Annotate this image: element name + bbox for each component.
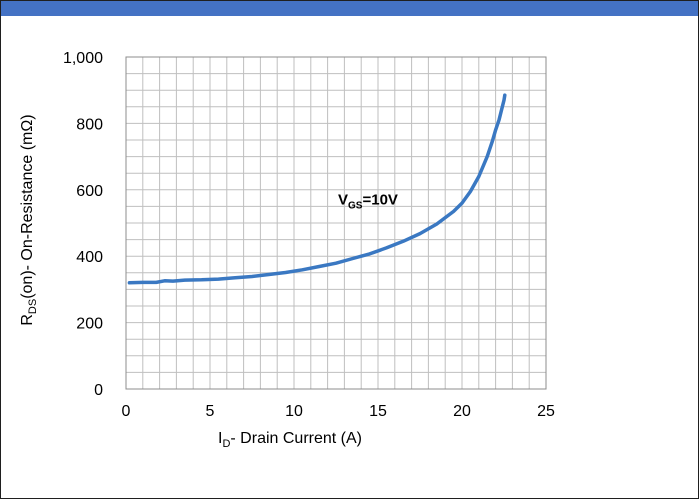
y-tick-label: 800 — [76, 116, 103, 133]
grid-layer — [125, 56, 547, 390]
plot-border — [125, 56, 547, 390]
x-axis-title: ID- Drain Current (A) — [218, 430, 362, 450]
y-tick-label: 200 — [76, 316, 103, 333]
y-tick-label: 600 — [76, 183, 103, 200]
y-axis-title-rest: (on)- On-Resistance (mΩ) — [19, 114, 36, 298]
y-axis-title-main: R — [19, 314, 36, 326]
x-axis-title-rest: - Drain Current (A) — [230, 430, 362, 447]
x-axis-title-main: I — [218, 430, 222, 447]
annotation-sub: GS — [348, 201, 363, 212]
plot-area-border — [125, 56, 547, 390]
x-tick-label: 10 — [285, 403, 303, 420]
x-tick-label: 15 — [369, 403, 387, 420]
x-axis-title-sub: D — [222, 438, 230, 450]
y-tick-label: 400 — [76, 249, 103, 266]
y-tick-label: 0 — [94, 382, 103, 399]
x-tick-labels: 0 5 10 15 20 25 — [122, 403, 555, 420]
x-tick-label: 5 — [206, 403, 215, 420]
y-tick-labels: 0 200 400 600 800 1,000 — [63, 50, 103, 399]
header-bar — [0, 0, 699, 16]
x-tick-label: 20 — [453, 403, 471, 420]
y-axis-title-sub: DS — [27, 299, 39, 314]
x-tick-label: 0 — [122, 403, 131, 420]
series-layer — [127, 93, 507, 285]
vgs-annotation: VGS=10V — [338, 192, 398, 212]
annotation-rest: =10V — [362, 192, 397, 209]
x-tick-label: 25 — [537, 403, 555, 420]
y-axis-title: RDS(on)- On-Resistance (mΩ) — [19, 114, 39, 325]
y-tick-label: 1,000 — [63, 50, 103, 67]
annotation-main: V — [338, 192, 348, 209]
rdson-curve-line — [127, 93, 507, 285]
